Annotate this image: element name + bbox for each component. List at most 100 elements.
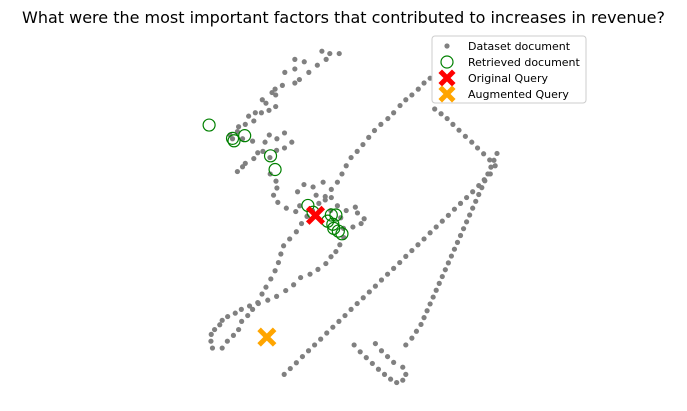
dataset-point xyxy=(310,184,316,190)
dataset-point xyxy=(464,219,470,225)
dataset-point xyxy=(273,103,279,110)
dataset-point xyxy=(292,56,298,62)
dataset-point xyxy=(273,178,279,184)
dataset-point xyxy=(439,273,445,280)
dataset-point xyxy=(294,189,301,195)
series-retrieved-document xyxy=(202,118,349,241)
dataset-point xyxy=(385,115,391,122)
dataset-point xyxy=(320,179,326,185)
dataset-point xyxy=(249,306,256,312)
dataset-point xyxy=(366,289,372,295)
dataset-point xyxy=(270,192,277,198)
dataset-point xyxy=(343,163,349,169)
dataset-point xyxy=(246,113,252,119)
legend-marker-x xyxy=(438,85,456,103)
dataset-point xyxy=(280,243,287,249)
dataset-point xyxy=(388,376,394,382)
retrieved-point xyxy=(227,134,241,148)
dataset-point xyxy=(292,80,298,86)
dataset-point xyxy=(219,345,225,351)
dataset-point xyxy=(357,349,363,355)
dataset-point xyxy=(415,242,421,248)
dataset-point xyxy=(351,342,357,348)
dataset-point xyxy=(397,259,403,266)
dataset-point xyxy=(464,194,470,201)
dataset-point xyxy=(444,115,450,122)
dataset-point xyxy=(372,340,378,347)
dataset-point xyxy=(334,203,340,209)
dataset-point xyxy=(481,151,487,157)
dataset-point xyxy=(245,312,251,319)
dataset-point xyxy=(378,277,385,283)
dataset-point xyxy=(451,206,458,212)
dataset-point xyxy=(259,97,265,103)
dataset-point xyxy=(352,204,358,210)
dataset-point xyxy=(239,164,246,170)
dataset-point xyxy=(462,133,468,139)
dataset-point xyxy=(287,236,293,242)
dataset-point xyxy=(409,335,415,341)
dataset-point xyxy=(236,124,242,130)
dataset-point xyxy=(418,321,424,328)
dataset-point xyxy=(274,293,280,299)
dataset-point xyxy=(460,226,467,232)
dataset-point xyxy=(348,154,354,161)
dataset-point xyxy=(230,332,237,338)
dataset-point xyxy=(403,253,409,259)
augmented-query-point xyxy=(257,327,277,347)
dataset-point xyxy=(361,216,367,222)
dataset-point xyxy=(421,236,427,242)
legend-item-dataset-document: Dataset document xyxy=(444,40,571,53)
dataset-point xyxy=(267,154,273,161)
dataset-point xyxy=(217,322,223,328)
dataset-point xyxy=(266,107,272,113)
series-dataset-document xyxy=(208,48,500,386)
dataset-point xyxy=(421,315,427,321)
dataset-point xyxy=(281,130,288,136)
dataset-point xyxy=(283,287,289,294)
dataset-point xyxy=(430,294,436,300)
dataset-point xyxy=(371,127,378,134)
dataset-point xyxy=(275,259,282,266)
dataset-point xyxy=(456,127,462,133)
retrieved-point xyxy=(263,149,278,163)
dataset-point xyxy=(450,121,456,127)
dataset-point xyxy=(360,141,366,148)
retrieved-point xyxy=(301,198,315,213)
legend-label: Original Query xyxy=(468,72,548,85)
dataset-point xyxy=(298,220,305,227)
dataset-point xyxy=(467,212,473,218)
dataset-point xyxy=(445,212,451,218)
dataset-point xyxy=(432,106,438,112)
dataset-point xyxy=(424,308,430,314)
dataset-point xyxy=(469,139,475,145)
dataset-point xyxy=(403,342,409,348)
dataset-point xyxy=(306,69,312,75)
dataset-point xyxy=(224,338,230,344)
dataset-point xyxy=(350,224,356,230)
dataset-point xyxy=(366,134,372,140)
dataset-point xyxy=(409,247,415,254)
dataset-point xyxy=(327,50,333,57)
dataset-point xyxy=(263,284,269,290)
series-augmented-query xyxy=(257,327,277,347)
dataset-point xyxy=(297,203,303,209)
dataset-point xyxy=(287,365,293,372)
dataset-point xyxy=(358,220,364,227)
dataset-point xyxy=(403,97,409,103)
legend-item-retrieved-document: Retrieved document xyxy=(440,55,581,69)
dataset-point xyxy=(427,301,433,307)
dataset-point xyxy=(234,168,240,175)
dataset-point xyxy=(251,155,257,162)
dataset-point xyxy=(289,139,295,145)
dataset-point xyxy=(236,326,242,333)
dataset-point xyxy=(279,82,285,88)
dataset-point xyxy=(255,150,261,156)
dataset-point xyxy=(299,353,306,360)
legend-label: Dataset document xyxy=(468,40,571,53)
dataset-point xyxy=(324,330,330,336)
dataset-point xyxy=(322,193,328,200)
dataset-point xyxy=(403,371,409,377)
dataset-point xyxy=(265,297,271,303)
